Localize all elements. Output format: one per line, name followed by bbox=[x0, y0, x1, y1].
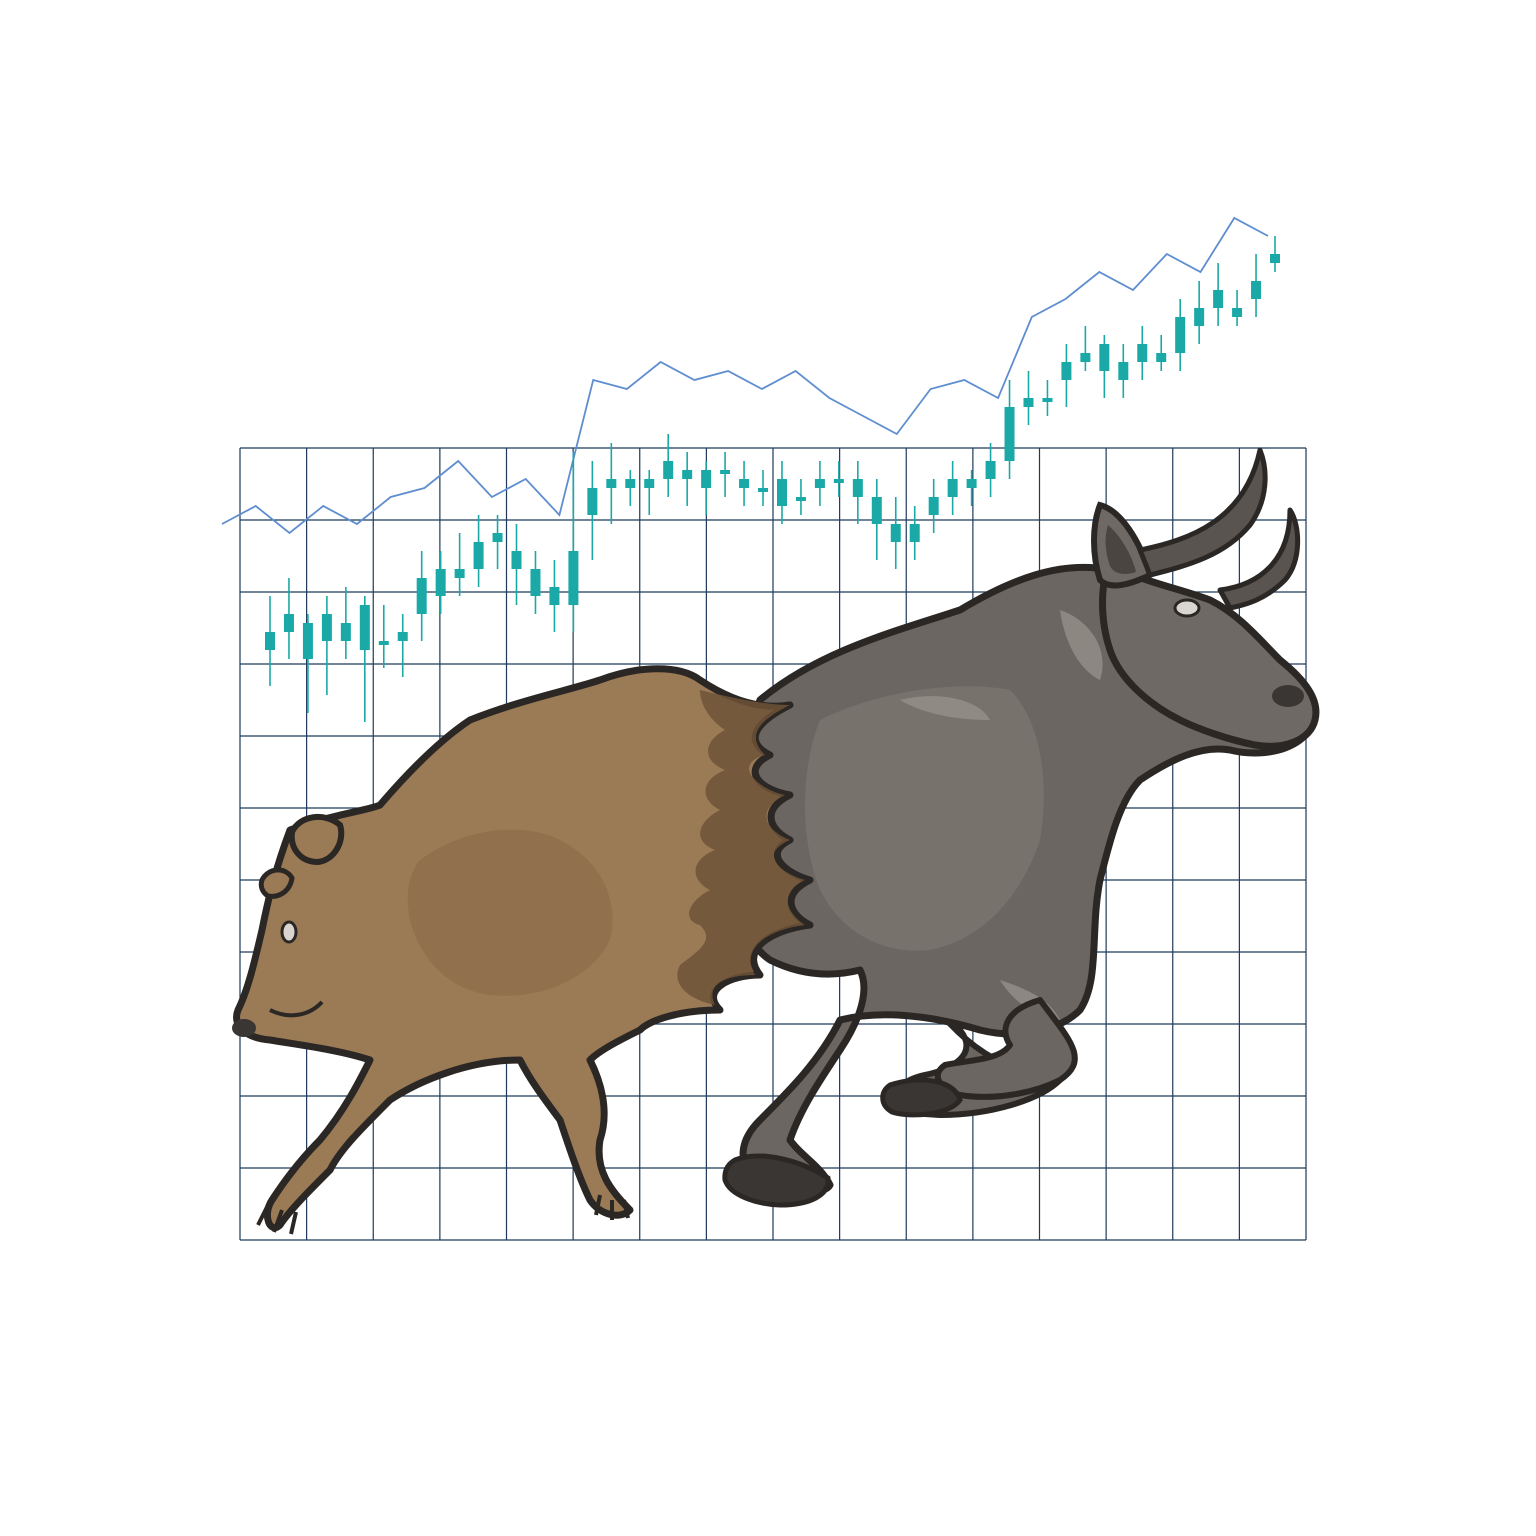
candle-body bbox=[1023, 398, 1033, 407]
candle-body bbox=[1080, 353, 1090, 362]
bull-eye bbox=[1175, 600, 1199, 616]
bull-hoof-front bbox=[883, 1080, 960, 1115]
candle-body bbox=[1213, 290, 1223, 308]
candle-body bbox=[512, 551, 522, 569]
candle-body bbox=[891, 524, 901, 542]
candle-body bbox=[474, 542, 484, 569]
candle-body bbox=[417, 578, 427, 614]
candle-body bbox=[644, 479, 654, 488]
bear-eye bbox=[282, 922, 296, 942]
candle-body bbox=[398, 632, 408, 641]
candle-body bbox=[379, 641, 389, 645]
candle-body bbox=[1232, 308, 1242, 317]
candle-body bbox=[948, 479, 958, 497]
candle-body bbox=[929, 497, 939, 515]
bear-nose bbox=[232, 1019, 256, 1037]
candle-body bbox=[1099, 344, 1109, 371]
candle-body bbox=[1251, 281, 1261, 299]
candle-body bbox=[739, 479, 749, 488]
candle-body bbox=[796, 497, 806, 501]
candle-body bbox=[606, 479, 616, 488]
candle-body bbox=[284, 614, 294, 632]
candle-body bbox=[303, 623, 313, 659]
candle-body bbox=[682, 470, 692, 479]
candle-body bbox=[1061, 362, 1071, 380]
candle-body bbox=[530, 569, 540, 596]
candle-body bbox=[322, 614, 332, 641]
candle-body bbox=[493, 533, 503, 542]
candle-body bbox=[455, 569, 465, 578]
candle-body bbox=[1042, 398, 1052, 402]
bear-ear-back bbox=[261, 870, 292, 896]
candle-body bbox=[1118, 362, 1128, 380]
candle-body bbox=[910, 524, 920, 542]
candle-body bbox=[568, 551, 578, 605]
candle-body bbox=[986, 461, 996, 479]
candle-body bbox=[360, 605, 370, 650]
candle-body bbox=[436, 569, 446, 596]
candle-body bbox=[341, 623, 351, 641]
candle-body bbox=[777, 479, 787, 506]
candle-body bbox=[265, 632, 275, 650]
candle-body bbox=[758, 488, 768, 492]
candle-body bbox=[1137, 344, 1147, 362]
candle-body bbox=[625, 479, 635, 488]
candle-body bbox=[1270, 254, 1280, 263]
bear-ear bbox=[292, 817, 342, 862]
candle-body bbox=[1175, 317, 1185, 353]
candle-body bbox=[834, 479, 844, 483]
candle-body bbox=[1005, 407, 1015, 461]
candle-body bbox=[967, 479, 977, 488]
candle-body bbox=[1156, 353, 1166, 362]
candle-body bbox=[587, 488, 597, 515]
candle-body bbox=[1194, 308, 1204, 326]
candle-body bbox=[815, 479, 825, 488]
candle-body bbox=[549, 587, 559, 605]
candle-body bbox=[853, 479, 863, 497]
bull-nostril bbox=[1272, 685, 1304, 707]
candle-body bbox=[701, 470, 711, 488]
candle-body bbox=[720, 470, 730, 474]
candle-body bbox=[872, 497, 882, 524]
candle-body bbox=[663, 461, 673, 479]
